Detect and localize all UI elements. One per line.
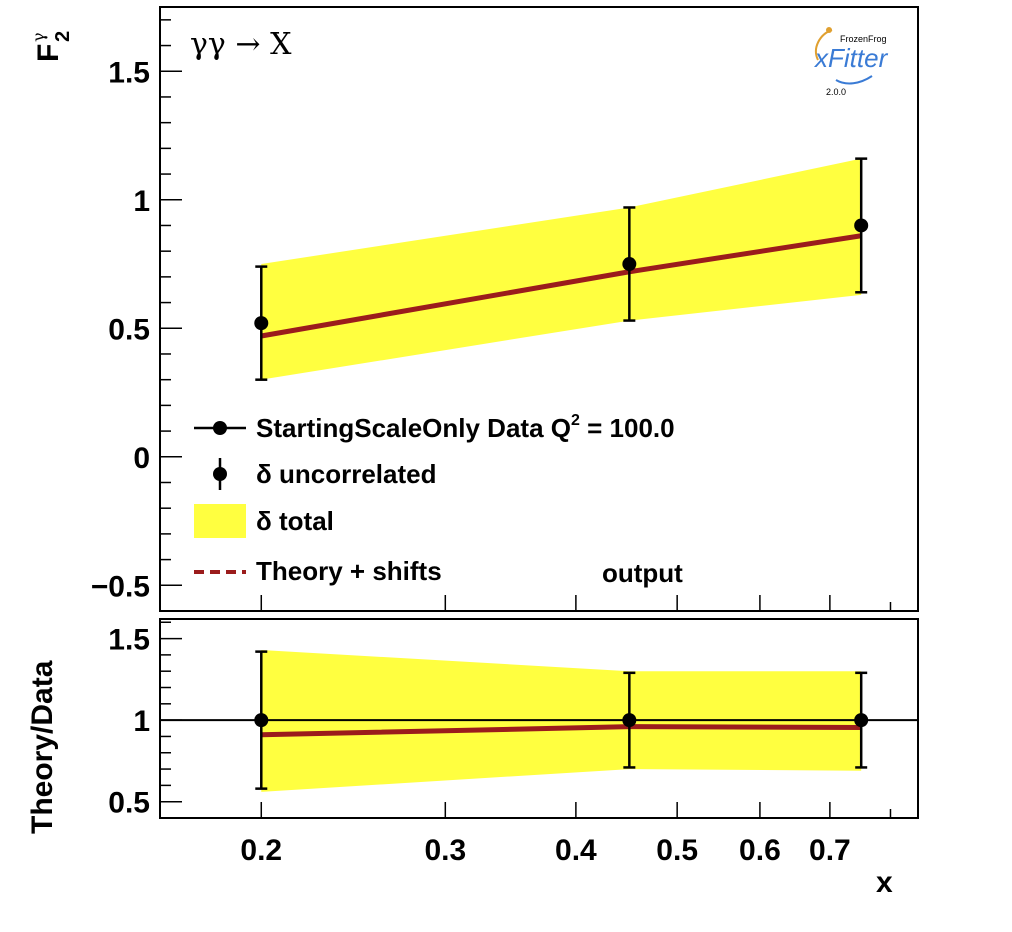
legend-entry-theory: Theory + shifts xyxy=(194,556,442,586)
x-tick-label-4: 0.6 xyxy=(739,834,781,867)
logo-top: FrozenFrog xyxy=(840,34,887,44)
logo-dot xyxy=(826,27,832,33)
annotation-output: output xyxy=(602,558,683,588)
ratio-y-label: Theory/Data xyxy=(26,660,59,834)
main-ytick-label-1: 1 xyxy=(133,185,150,218)
main-data-point-0 xyxy=(254,316,269,331)
main-data-points xyxy=(254,157,869,381)
legend-line-marker-dot xyxy=(213,421,227,435)
logo-version: 2.0.0 xyxy=(826,87,846,97)
xfitter-logo: FrozenFrog xFitter 2.0.0 xyxy=(813,27,889,97)
logo-swirl-2 xyxy=(835,75,873,85)
ratio-ytick-label-1: 1 xyxy=(133,705,150,738)
ratio-ytick-label-2: 0.5 xyxy=(108,787,150,820)
main-ytick-label-0: 1.5 xyxy=(108,56,150,89)
legend-label-data: StartingScaleOnly Data Q2 = 100.0 xyxy=(256,412,675,443)
main-ytick-label-2: 0.5 xyxy=(108,313,150,346)
legend-label-uncorrelated: δ uncorrelated xyxy=(256,459,436,489)
main-panel: 1.5 1 0.5 0 −0.5 F 2 γ γγ → X FrozenFrog xFi… xyxy=(29,6,919,612)
legend-label-theory: Theory + shifts xyxy=(256,556,442,586)
main-y-label: F xyxy=(32,44,65,62)
x-tick-label-3: 0.5 xyxy=(656,834,698,867)
legend-errorbar-dot xyxy=(213,467,227,481)
x-tick-label-2: 0.4 xyxy=(555,834,597,867)
main-x-ticks xyxy=(260,595,892,611)
logo-name: xFitter xyxy=(813,43,889,73)
x-tick-label-1: 0.3 xyxy=(424,834,466,867)
legend-label-total: δ total xyxy=(256,506,334,536)
main-y-axis: 1.5 1 0.5 0 −0.5 xyxy=(91,19,182,603)
main-band-total xyxy=(261,158,862,380)
x-axis-label: x xyxy=(876,866,893,899)
legend-box xyxy=(194,504,246,538)
legend-entry-data: StartingScaleOnly Data Q2 = 100.0 xyxy=(194,412,675,443)
legend-entry-total: δ total xyxy=(194,504,334,538)
x-tick-label-5: 0.7 xyxy=(809,834,851,867)
main-data-point-2 xyxy=(854,218,869,233)
main-y-label-sup: γ xyxy=(29,32,48,42)
main-frame xyxy=(159,6,919,612)
ratio-frame xyxy=(159,618,919,819)
ratio-ytick-label-0: 1.5 xyxy=(108,624,150,657)
ratio-x-axis: 0.2 0.3 0.4 0.5 0.6 0.7 xyxy=(240,802,892,867)
main-ytick-label-4: −0.5 xyxy=(91,570,150,603)
ratio-data-point-2 xyxy=(854,713,869,728)
ratio-data-points xyxy=(254,650,869,790)
main-band-polygon xyxy=(261,158,862,380)
ratio-y-axis: 1.5 1 0.5 xyxy=(108,621,182,820)
ratio-data-point-1 xyxy=(622,713,637,728)
main-ytick-label-3: 0 xyxy=(133,442,150,475)
process-label: γγ → X xyxy=(190,27,292,62)
main-y-label-sub: 2 xyxy=(52,31,74,42)
ratio-panel: 1.5 1 0.5 0.2 0.3 0.4 0.5 0.6 0.7 Theory/Data x xyxy=(26,618,919,899)
ratio-data-point-0 xyxy=(254,713,269,728)
legend: StartingScaleOnly Data Q2 = 100.0 δ unco… xyxy=(194,412,683,588)
legend-entry-uncorrelated: δ uncorrelated xyxy=(213,458,436,490)
main-data-point-1 xyxy=(622,257,637,272)
x-tick-label-0: 0.2 xyxy=(240,834,282,867)
